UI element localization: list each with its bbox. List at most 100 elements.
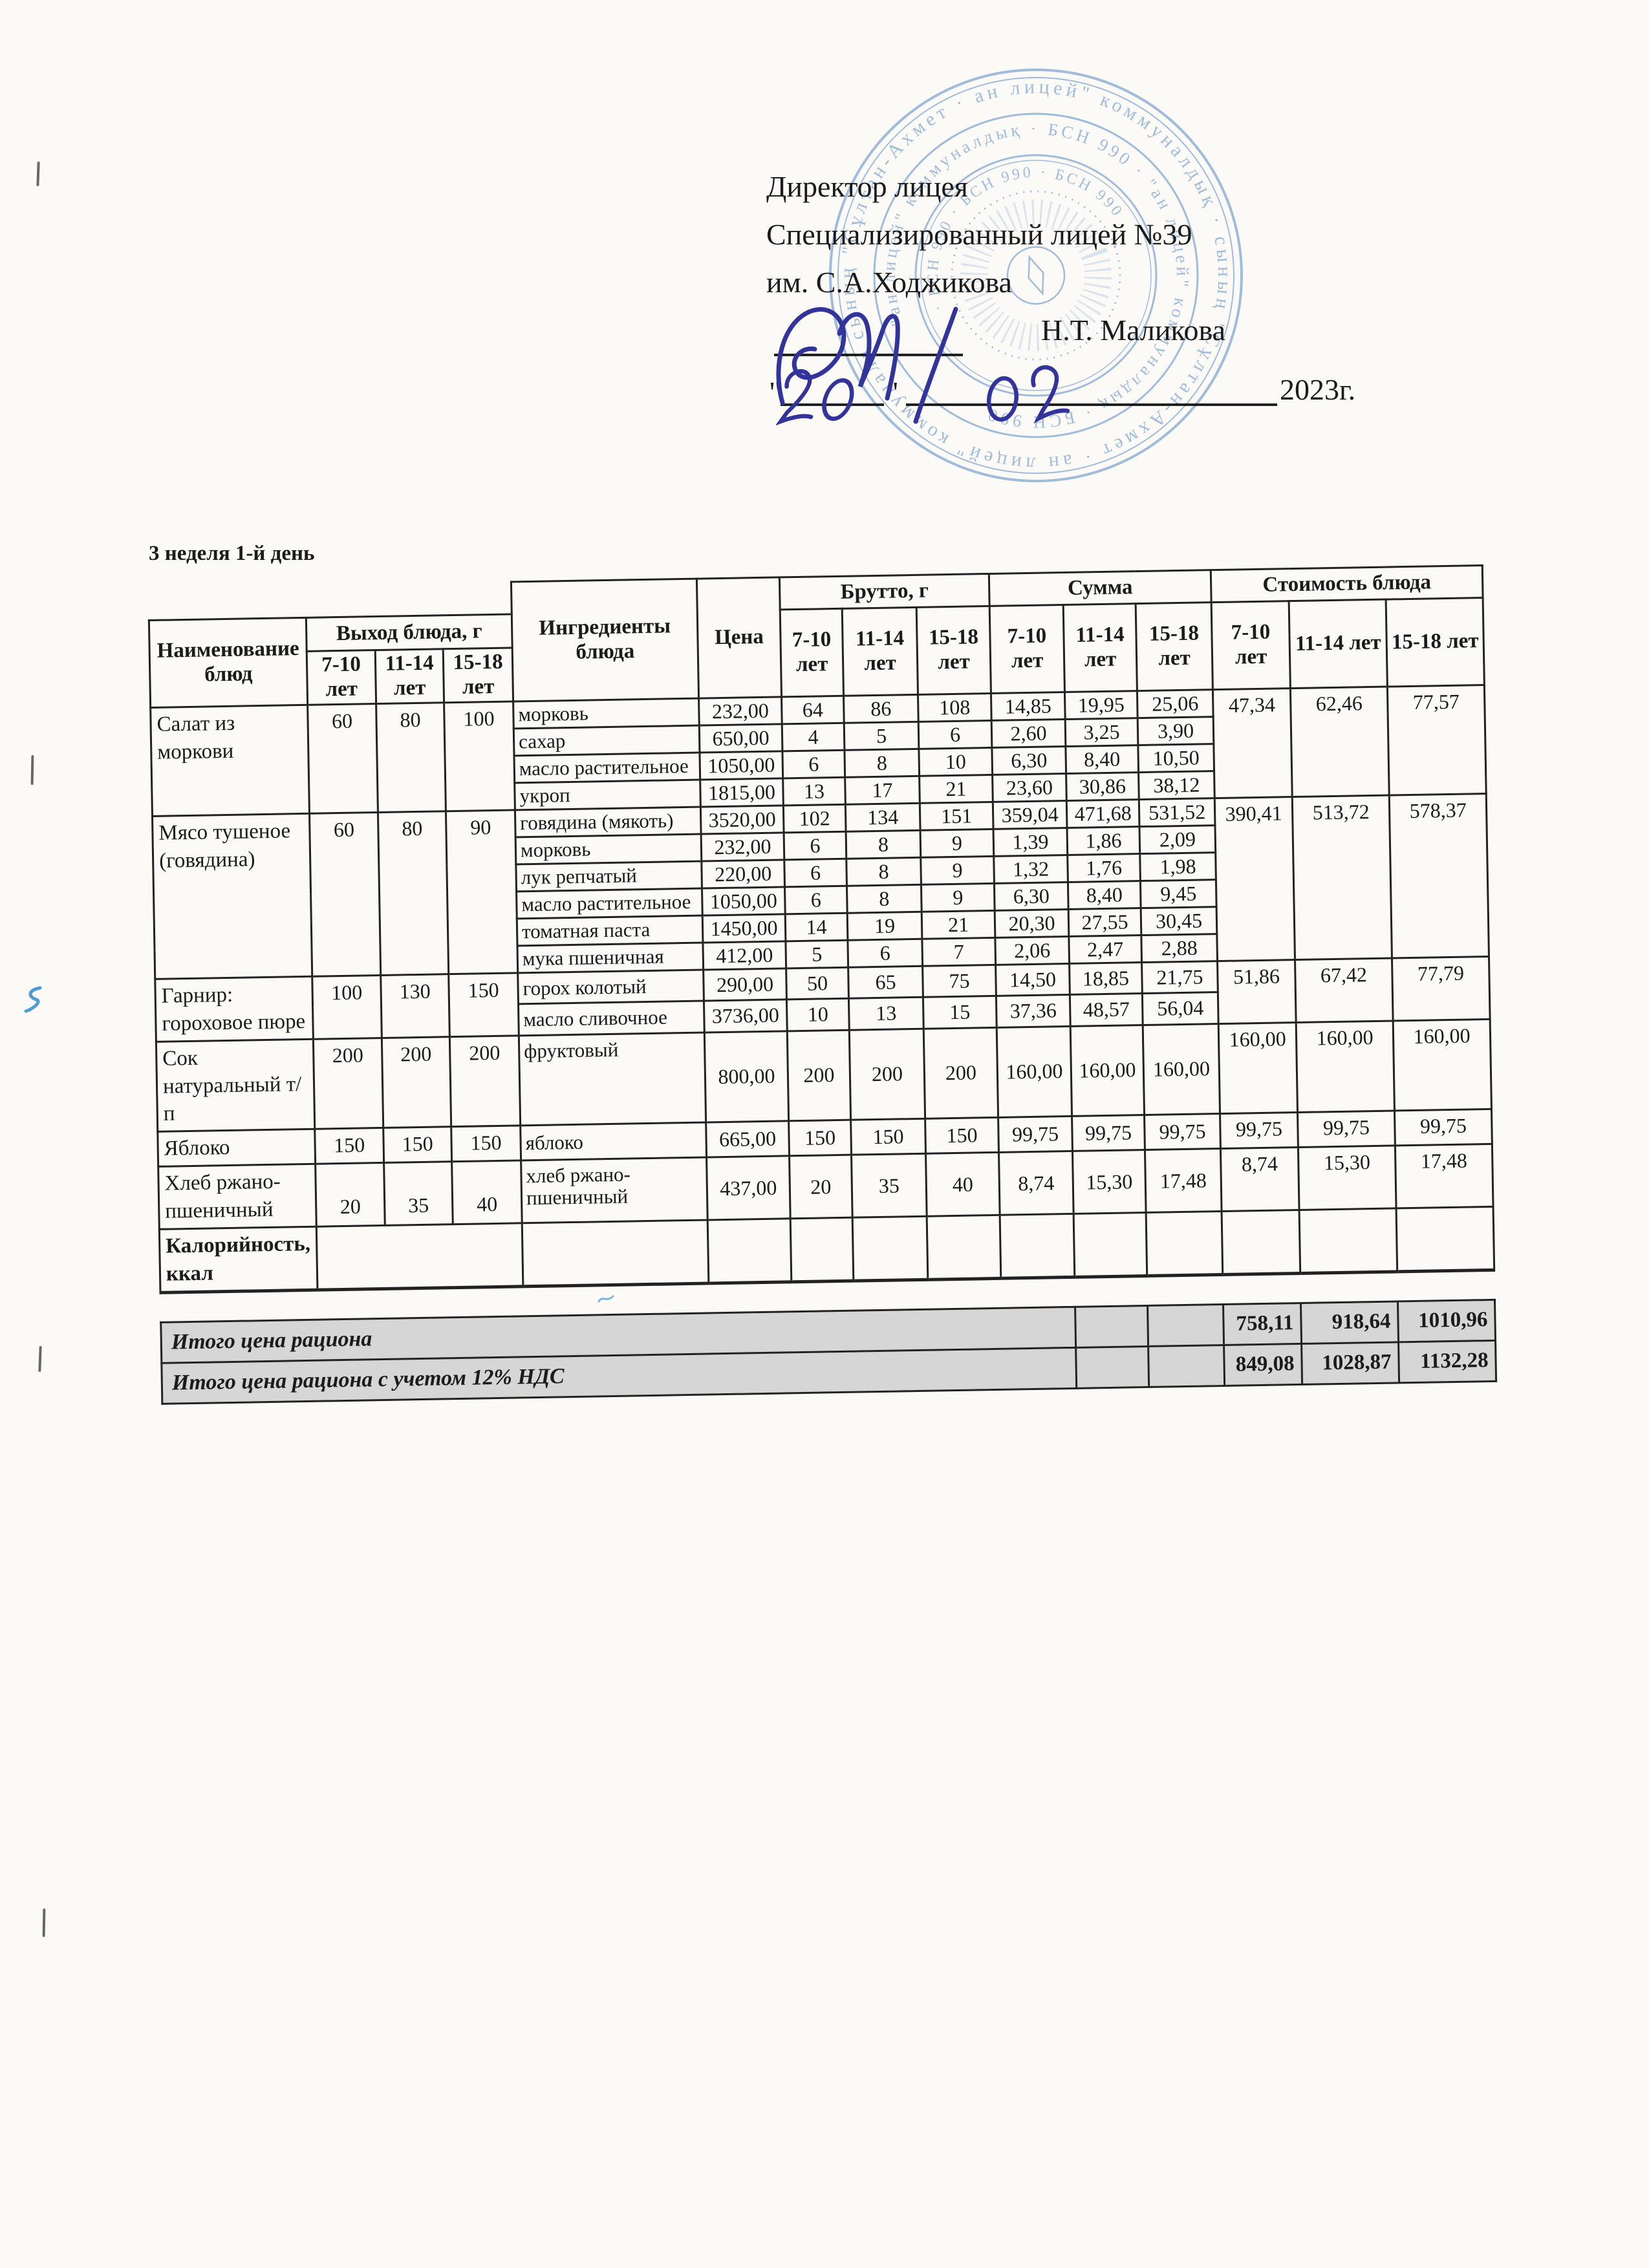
ingredient-cell: фруктовый [519, 1032, 706, 1126]
gross-cell: 65 [848, 966, 923, 999]
dish-name-cell: Сок натуральный т/п [156, 1038, 315, 1132]
gross-cell: 10 [918, 747, 993, 776]
gross-cell: 9 [920, 856, 995, 885]
sum-cell: 18,85 [1069, 962, 1143, 995]
ingredient-cell: масло растительное [513, 752, 700, 783]
totals-value: 758,11 [1223, 1303, 1302, 1345]
sum-cell: 471,68 [1066, 799, 1140, 828]
menu-table: Ингредиенты блюда Цена Брутто, г Сумма С… [147, 564, 1495, 1294]
gross-cell: 150 [850, 1118, 926, 1155]
sheet-area: Ингредиенты блюда Цена Брутто, г Сумма С… [147, 564, 1496, 1405]
price-cell: 650,00 [699, 723, 782, 753]
dish-name-cell: Яблоко [157, 1129, 316, 1167]
sum-cell: 38,12 [1138, 771, 1215, 800]
sum-cell: 56,04 [1142, 992, 1219, 1025]
cost-cell: 513,72 [1292, 795, 1392, 960]
ingredient-cell: морковь [515, 833, 702, 864]
gross-cell: 6 [782, 750, 845, 778]
sum-cell: 1,39 [993, 828, 1068, 857]
sum-cell: 2,47 [1068, 935, 1142, 964]
ingredient-cell: говядина (мякоть) [515, 806, 702, 837]
ingredient-cell: мука пшеничная [517, 942, 704, 973]
price-cell: 290,00 [703, 968, 787, 1001]
sum-cell: 359,04 [993, 800, 1068, 829]
header-yield-age-1: 7-10 лет [307, 650, 376, 705]
gross-cell: 13 [848, 997, 924, 1030]
sum-cell: 1,86 [1067, 826, 1140, 855]
sum-cell: 6,30 [991, 746, 1066, 775]
cost-cell: 47,34 [1212, 688, 1293, 798]
gross-cell: 150 [788, 1120, 852, 1157]
lyceum-name: Специализированный лицей №39 [766, 218, 1192, 251]
sum-cell: 8,74 [998, 1151, 1074, 1215]
empty-cell [1147, 1304, 1224, 1347]
header-sum-age-3: 15-18 лет [1136, 602, 1213, 691]
ingredient-cell: горох колотый [517, 969, 704, 1005]
gross-cell: 150 [925, 1117, 999, 1154]
yield-cell: 150 [451, 1126, 521, 1162]
dish-name-cell: Салат из моркови [150, 705, 310, 817]
sum-cell: 2,09 [1139, 825, 1216, 854]
gross-cell: 8 [846, 884, 922, 914]
gross-cell: 9 [921, 883, 995, 912]
sum-cell: 99,75 [1144, 1113, 1221, 1150]
gross-cell: 6 [784, 831, 846, 860]
cost-cell: 67,42 [1295, 957, 1394, 1023]
header-sum: Сумма [989, 570, 1212, 606]
totals-value: 1010,96 [1397, 1300, 1496, 1342]
gross-cell: 8 [846, 830, 921, 859]
gross-cell: 10 [786, 998, 850, 1031]
sum-cell: 2,88 [1141, 934, 1218, 963]
gross-cell: 15 [923, 996, 997, 1029]
cost-cell: 77,57 [1387, 685, 1487, 795]
handwritten-day [776, 369, 854, 426]
yield-cell: 130 [380, 974, 450, 1038]
header-cost-age-1: 7-10 лет [1211, 601, 1291, 690]
header-cost-age-3: 15-18 лет [1386, 597, 1485, 687]
totals-value: 1132,28 [1398, 1340, 1496, 1383]
handwritten-month [986, 365, 1070, 424]
sum-cell: 1,32 [993, 855, 1068, 884]
gross-cell: 13 [782, 777, 846, 806]
sum-cell: 160,00 [1143, 1023, 1220, 1115]
gross-cell: 21 [919, 775, 993, 804]
gross-cell: 200 [787, 1029, 851, 1122]
empty-cell [707, 1218, 792, 1283]
yield-cell: 200 [449, 1035, 521, 1127]
gross-cell: 6 [784, 886, 848, 914]
dish-name-cell: Мясо тушеное (говядина) [152, 813, 312, 979]
calories-label-cell: Калорийность, ккал [159, 1226, 318, 1293]
gross-cell: 64 [781, 696, 845, 724]
yield-cell: 80 [378, 811, 449, 976]
empty-cell [522, 1219, 709, 1287]
empty-cell [1222, 1210, 1300, 1275]
header-gross-age-2: 11-14 лет [842, 607, 918, 696]
empty-cell [1073, 1212, 1147, 1278]
header-cost: Стоимость блюда [1211, 565, 1483, 603]
header-yield-age-2: 11-14 лет [375, 648, 444, 704]
header-yield-age-3: 15-18 лет [443, 647, 513, 703]
gross-cell: 200 [923, 1027, 998, 1119]
director-name: Н.Т. Маликова [1041, 314, 1226, 347]
header-sum-age-1: 7-10 лет [989, 604, 1065, 694]
sum-cell: 17,48 [1145, 1148, 1222, 1213]
ingredient-cell: хлеб ржано-пшеничный [521, 1157, 708, 1223]
sum-cell: 21,75 [1141, 961, 1218, 994]
sum-cell: 3,90 [1137, 716, 1214, 745]
empty-cell [927, 1215, 1001, 1280]
header-gross-age-1: 7-10 лет [780, 608, 844, 697]
gross-cell: 8 [846, 857, 921, 886]
price-cell: 665,00 [706, 1121, 790, 1158]
cost-cell: 15,30 [1298, 1146, 1397, 1210]
sum-cell: 20,30 [995, 909, 1069, 938]
gross-cell: 86 [843, 694, 919, 723]
ingredient-cell: морковь [513, 698, 700, 729]
scan-artifact-mark [36, 161, 40, 187]
empty-cell [1075, 1305, 1148, 1348]
gross-cell: 20 [789, 1155, 853, 1219]
empty-cell [1148, 1345, 1225, 1387]
yield-cell: 200 [313, 1038, 383, 1129]
totals-value: 1028,87 [1301, 1342, 1399, 1385]
empty-cell [1299, 1208, 1397, 1274]
yield-cell: 40 [451, 1161, 523, 1225]
